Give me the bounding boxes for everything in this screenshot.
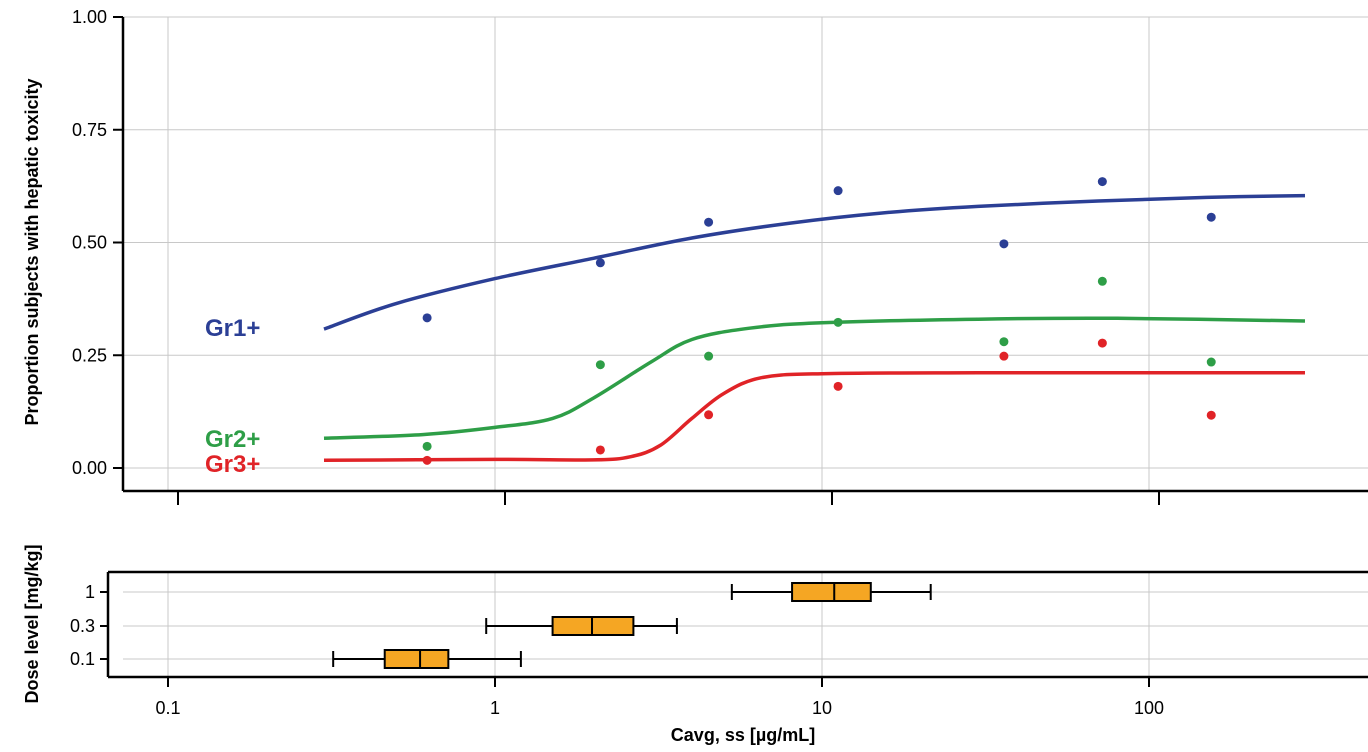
data-point (1097, 177, 1107, 187)
top-grid (123, 16, 1368, 490)
series-label-gr1-plus: Gr1+ (205, 315, 260, 342)
data-point (1206, 212, 1216, 222)
x-axis-title: Cavg, ss [µg/mL] (671, 725, 815, 745)
y-tick-label: 0.3 (70, 616, 95, 636)
data-point (1206, 410, 1216, 420)
y-tick-label: 0.1 (70, 649, 95, 669)
data-point (704, 410, 714, 420)
data-point (833, 381, 843, 391)
boxplots (332, 582, 932, 669)
data-point (595, 360, 605, 370)
data-point (595, 258, 605, 268)
series-label-gr2-plus: Gr2+ (205, 426, 260, 453)
data-point (595, 445, 605, 455)
data-point (1097, 338, 1107, 348)
y-axis-title-dose: Dose level [mg/kg] (22, 544, 42, 703)
boxplot-dose-0-3 (485, 616, 678, 636)
data-point (999, 239, 1009, 249)
iqr-box (791, 582, 872, 602)
y-axis-title-toxicity: Proportion subjects with hepatic toxicit… (22, 78, 42, 425)
y-tick-label: 1.00 (72, 7, 107, 27)
data-point (833, 186, 843, 196)
data-point (999, 337, 1009, 347)
bottom-axes: 1 0.3 0.1 0.1 1 10 100 (70, 570, 1368, 718)
data-point (833, 317, 843, 327)
x-tick-label: 100 (1134, 698, 1164, 718)
iqr-box (383, 649, 450, 669)
bottom-grid (123, 572, 1368, 677)
y-tick-label: 0.75 (72, 120, 107, 140)
fit-curve-gr2-plus (323, 316, 1306, 440)
data-point (422, 313, 432, 323)
series-label-gr3-plus: Gr3+ (205, 451, 260, 478)
dose-panel: 1 0.3 0.1 0.1 1 10 100 Dose level [mg/kg] Cavg… (22, 544, 1368, 745)
series-labels: Gr1+ Gr2+Gr3+ (205, 315, 260, 478)
x-tick-label: 10 (812, 698, 832, 718)
data-point (999, 351, 1009, 361)
fit-curves (323, 193, 1306, 463)
data-point (1097, 276, 1107, 286)
data-point (422, 455, 432, 465)
data-point (704, 351, 714, 361)
boxplot-dose-1 (730, 582, 932, 602)
toxicity-panel: 0.00 0.25 0.50 0.75 1.00 Gr1+ Gr2+Gr3+ Propor… (22, 7, 1368, 505)
data-point (1206, 357, 1216, 367)
boxplot-dose-0-1 (332, 649, 522, 669)
x-tick-label: 1 (490, 698, 500, 718)
fit-curve-gr3-plus (323, 371, 1306, 463)
fit-curve-gr1-plus (323, 193, 1306, 331)
y-tick-label: 0.00 (72, 458, 107, 478)
y-tick-label: 1 (85, 582, 95, 602)
y-tick-label: 0.25 (72, 345, 107, 365)
data-point (422, 441, 432, 451)
data-point (704, 217, 714, 227)
x-tick-label: 0.1 (155, 698, 180, 718)
top-axes: 0.00 0.25 0.50 0.75 1.00 (72, 7, 1368, 505)
y-tick-label: 0.50 (72, 233, 107, 253)
data-points (422, 177, 1216, 465)
